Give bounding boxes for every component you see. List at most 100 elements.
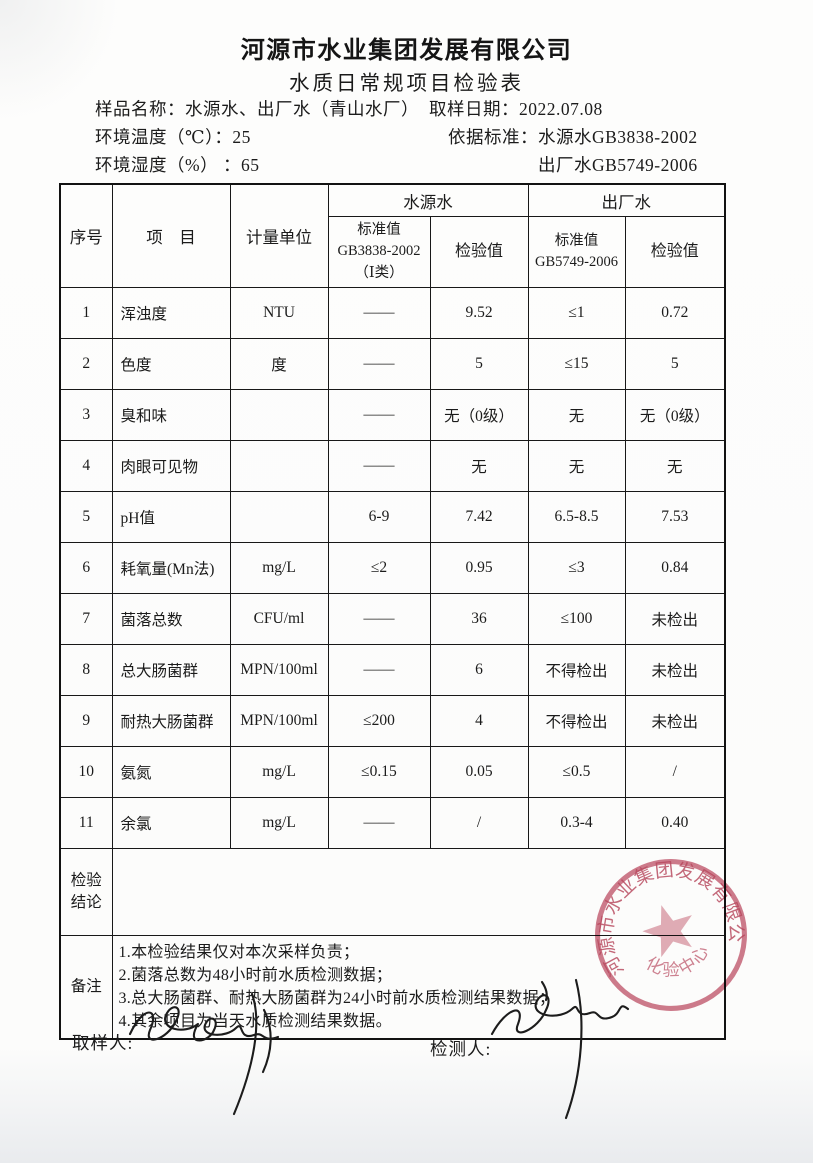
col-group-factory-water: 出厂水 bbox=[527, 183, 726, 217]
source-value-cell: 4 bbox=[429, 695, 529, 747]
source-value-cell: 0.05 bbox=[429, 746, 529, 798]
standard-factory-water: 出厂水GB5749-2006 bbox=[538, 155, 698, 175]
table-row: 6 耗氧量(Mn法) mg/L ≤2 0.95 ≤3 0.84 bbox=[59, 542, 726, 594]
item-name-cell: 耐热大肠菌群 bbox=[111, 695, 231, 747]
factory-value-cell: 7.53 bbox=[624, 491, 726, 543]
tester-label: 检测人: bbox=[430, 1039, 492, 1059]
env-humidity-label: 环境湿度（%） ： bbox=[95, 155, 241, 175]
unit-cell: mg/L bbox=[229, 797, 329, 849]
factory-standard-cell: 6.5-8.5 bbox=[527, 491, 626, 543]
factory-value-cell: / bbox=[624, 746, 726, 798]
row-number-cell: 11 bbox=[59, 797, 113, 849]
row-number-cell: 8 bbox=[59, 644, 113, 696]
factory-standard-cell: 0.3-4 bbox=[527, 797, 626, 849]
standard-source-water: 水源水GB3838-2002 bbox=[538, 127, 698, 147]
source-value-cell: 0.95 bbox=[429, 542, 529, 594]
col-group-source-water: 水源水 bbox=[327, 183, 529, 217]
factory-standard-cell: 无 bbox=[527, 389, 626, 441]
row-number-cell: 9 bbox=[59, 695, 113, 747]
row-number-cell: 3 bbox=[59, 389, 113, 441]
item-name-cell: 耗氧量(Mn法) bbox=[111, 542, 231, 594]
source-standard-cell: —— bbox=[327, 644, 431, 696]
item-name-cell: 总大肠菌群 bbox=[111, 644, 231, 696]
factory-value-cell: 0.40 bbox=[624, 797, 726, 849]
item-name-cell: 色度 bbox=[111, 338, 231, 390]
row-number-cell: 4 bbox=[59, 440, 113, 492]
item-name-cell: 肉眼可见物 bbox=[111, 440, 231, 492]
source-value-cell: 7.42 bbox=[429, 491, 529, 543]
sample-name-line: 样品名称：水源水、出厂水（青山水厂） 取样日期：2022.07.08 bbox=[0, 96, 813, 124]
sample-name-value: 水源水、出厂水（青山水厂） bbox=[185, 99, 419, 119]
remarks-list: 1.本检验结果仅对本次采样负责； 2.菌落总数为48小时前水质检测数据； 3.总大肠… bbox=[119, 941, 719, 1033]
table-row: 8 总大肠菌群 MPN/100ml —— 6 不得检出 未检出 bbox=[59, 644, 726, 696]
source-standard-cell: —— bbox=[327, 389, 431, 441]
row-number-cell: 5 bbox=[59, 491, 113, 543]
remark-line: 4.其余项目为当天水质检测结果数据。 bbox=[118, 1013, 392, 1030]
table-row: 9 耐热大肠菌群 MPN/100ml ≤200 4 不得检出 未检出 bbox=[59, 695, 726, 747]
item-name-cell: 菌落总数 bbox=[111, 593, 231, 645]
form-title: 水质日常规项目检验表 bbox=[289, 73, 524, 95]
source-value-cell: 36 bbox=[429, 593, 529, 645]
unit-cell: MPN/100ml bbox=[229, 644, 329, 696]
table-body: 1 浑浊度 NTU —— 9.52 ≤1 0.72 2 色度度 —— 5 ≤15 5 3 臭和味 —— 无（0级… bbox=[59, 287, 726, 849]
factory-standard-cell: 不得检出 bbox=[527, 695, 626, 747]
col-header-source-standard: 标准值 GB3838-2002 （Ⅰ类） bbox=[327, 216, 431, 288]
conclusion-row: 检验 结论 bbox=[59, 848, 726, 936]
table-row: 1 浑浊度 NTU —— 9.52 ≤1 0.72 bbox=[59, 287, 726, 339]
factory-value-cell: 0.84 bbox=[624, 542, 726, 594]
table-row: 5 pH值 6-9 7.42 6.5-8.5 7.53 bbox=[59, 491, 726, 543]
source-value-cell: 6 bbox=[429, 644, 529, 696]
factory-value-cell: 无 bbox=[624, 440, 726, 492]
source-standard-cell: —— bbox=[327, 287, 431, 339]
unit-cell bbox=[229, 491, 329, 543]
unit-cell: mg/L bbox=[229, 542, 329, 594]
factory-standard-cell: ≤0.5 bbox=[527, 746, 626, 798]
factory-standard-cell: 无 bbox=[527, 440, 626, 492]
conclusion-label: 检验 结论 bbox=[59, 848, 113, 936]
table-row: 3 臭和味 —— 无（0级）无无（0级） bbox=[59, 389, 726, 441]
table-row: 11 余氯 mg/L ——/0.3-4 0.40 bbox=[59, 797, 726, 849]
table-row: 10 氨氮 mg/L ≤0.15 0.05 ≤0.5/ bbox=[59, 746, 726, 798]
unit-cell: mg/L bbox=[229, 746, 329, 798]
col-header-factory-standard: 标准值 GB5749-2006 bbox=[527, 216, 626, 288]
row-number-cell: 7 bbox=[59, 593, 113, 645]
factory-standard-cell: ≤1 bbox=[527, 287, 626, 339]
company-title: 河源市水业集团发展有限公司 bbox=[240, 38, 573, 64]
sampling-date-label: 取样日期： bbox=[429, 99, 519, 119]
factory-standard-cell: ≤3 bbox=[527, 542, 626, 594]
conclusion-value bbox=[111, 848, 726, 936]
unit-cell: 度 bbox=[229, 338, 329, 390]
col-header-item: 项 目 bbox=[111, 183, 231, 288]
table-row: 7 菌落总数 CFU/ml —— 36 ≤100 未检出 bbox=[59, 593, 726, 645]
col-header-no: 序号 bbox=[59, 183, 113, 288]
factory-value-cell: 0.72 bbox=[624, 287, 726, 339]
factory-value-cell: 未检出 bbox=[624, 593, 726, 645]
unit-cell bbox=[229, 440, 329, 492]
environment-humidity-line: 环境湿度（%） ：65 出厂水GB5749-2006 bbox=[0, 152, 813, 180]
source-standard-cell: —— bbox=[327, 593, 431, 645]
item-name-cell: 浑浊度 bbox=[111, 287, 231, 339]
item-name-cell: pH值 bbox=[111, 491, 231, 543]
remark-line: 1.本检验结果仅对本次采样负责； bbox=[118, 944, 360, 961]
env-temp-value: 25 bbox=[232, 127, 251, 147]
sampler-label: 取样人: bbox=[72, 1033, 134, 1053]
table-row: 2 色度度 —— 5 ≤15 5 bbox=[59, 338, 726, 390]
env-temp-label: 环境温度（℃）： bbox=[95, 127, 233, 147]
unit-cell: NTU bbox=[229, 287, 329, 339]
factory-value-cell: 未检出 bbox=[624, 695, 726, 747]
source-standard-cell: ≤0.15 bbox=[327, 746, 431, 798]
factory-value-cell: 5 bbox=[624, 338, 726, 390]
row-number-cell: 6 bbox=[59, 542, 113, 594]
remark-line: 3.总大肠菌群、耐热大肠菌群为24小时前水质检测结果数据； bbox=[118, 990, 556, 1007]
item-name-cell: 余氯 bbox=[111, 797, 231, 849]
source-standard-cell: ≤200 bbox=[327, 695, 431, 747]
unit-cell: MPN/100ml bbox=[229, 695, 329, 747]
item-name-cell: 臭和味 bbox=[111, 389, 231, 441]
environment-temp-line: 环境温度（℃）：25 依据标准：水源水GB3838-2002 bbox=[0, 124, 813, 152]
sampling-date-value: 2022.07.08 bbox=[519, 99, 603, 119]
source-standard-cell: —— bbox=[327, 797, 431, 849]
item-name-cell: 氨氮 bbox=[111, 746, 231, 798]
remarks-label: 备注 bbox=[59, 935, 113, 1040]
source-value-cell: 无（0级） bbox=[429, 389, 529, 441]
